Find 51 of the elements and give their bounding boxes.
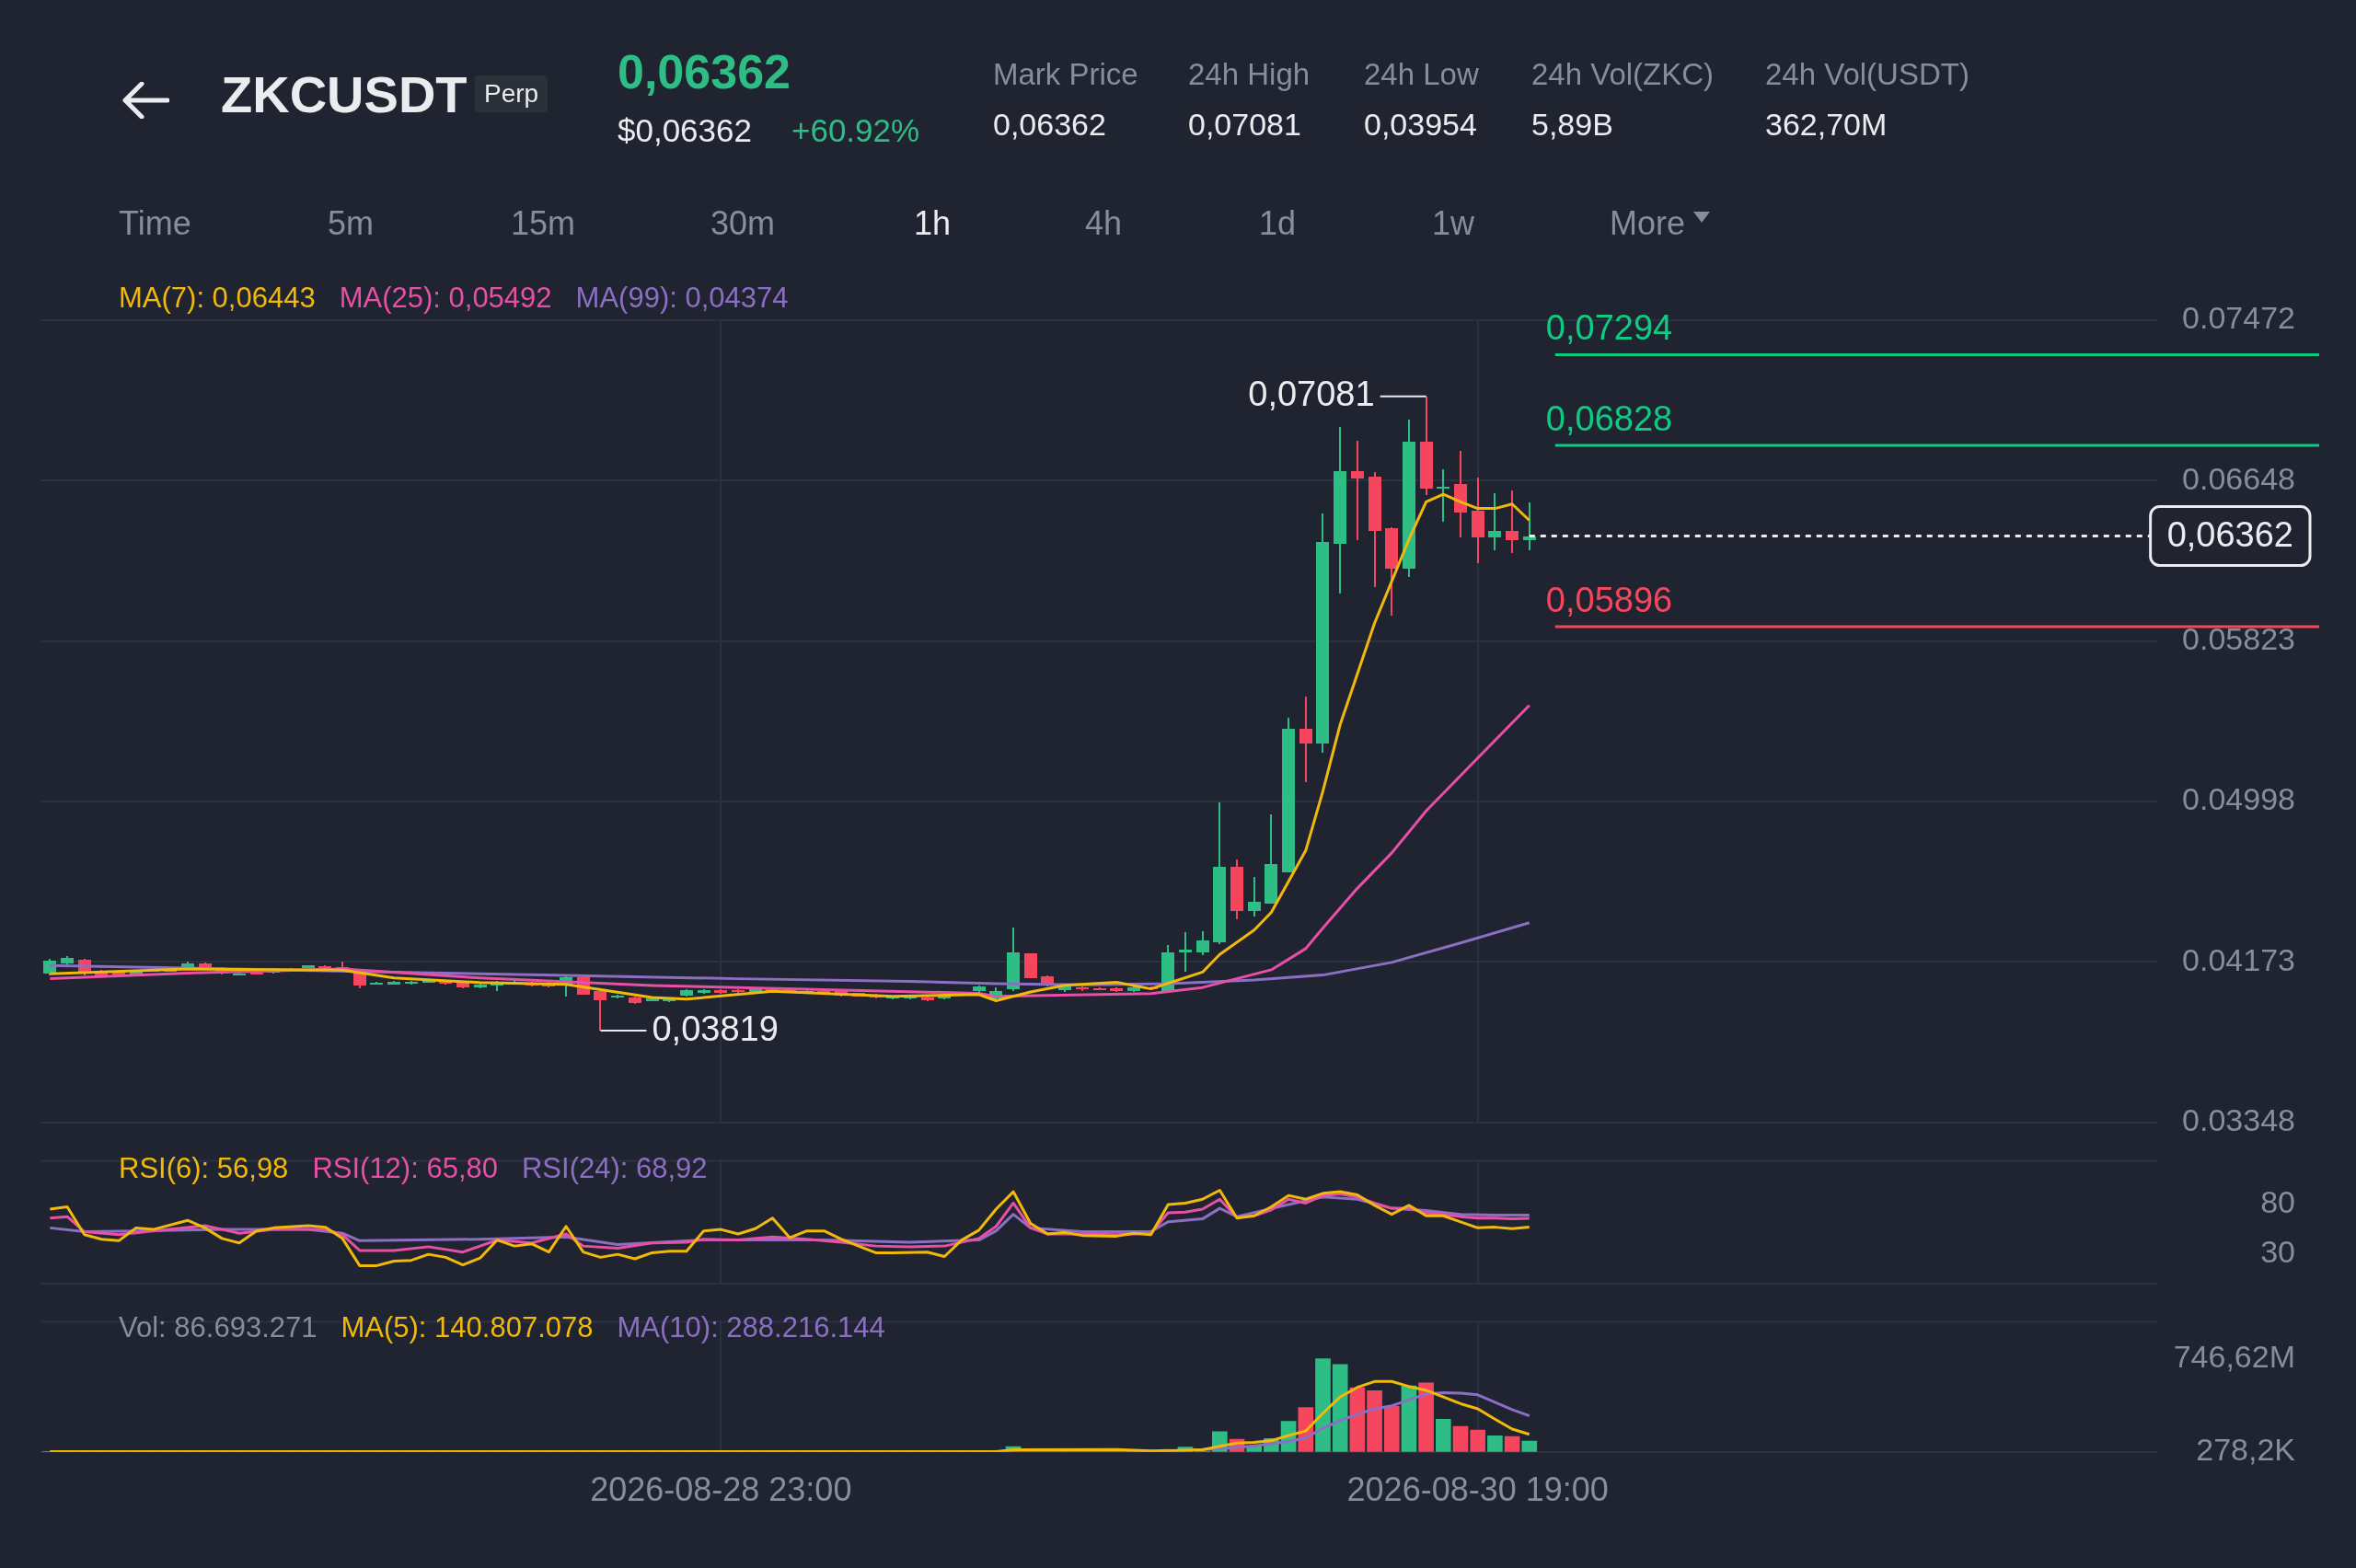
text: Mark Price: [993, 57, 1138, 92]
y-tick-label: 0.06648: [2182, 460, 2295, 496]
text: 24h Vol(USDT): [1765, 57, 1969, 92]
text: MA(5): 140.807.078: [341, 1311, 594, 1344]
series-label: RSI(24): 68,92: [521, 1152, 708, 1185]
text: $0,06362: [618, 112, 752, 149]
text: 0,07081: [1188, 107, 1301, 143]
ref-line-label: 0,06828: [1545, 398, 1673, 438]
ref-line-label: 0,07294: [1545, 308, 1673, 348]
text: 24h Low: [1364, 57, 1479, 92]
y-tick-label: 0.03348: [2182, 1101, 2295, 1137]
text: MA(7): 0,06443: [119, 282, 316, 315]
text: 0,06362: [618, 44, 791, 99]
text: 30m: [710, 204, 776, 243]
text: 0,06362: [993, 107, 1106, 143]
annotation: 0,03819: [652, 1009, 779, 1048]
text: 24h Vol(ZKC): [1531, 57, 1715, 92]
text: Time: [119, 204, 191, 243]
y-tick-label: 278,2K: [2196, 1432, 2296, 1468]
y-tick-label: 30: [2260, 1233, 2295, 1269]
text: 4h: [1085, 204, 1123, 243]
text: 15m: [511, 204, 576, 243]
text: 5m: [328, 204, 375, 243]
x-tick-label: 2026-08-28 23:00: [590, 1470, 852, 1509]
text: MA(99): 0,04374: [575, 282, 789, 315]
y-tick-label: 0.07472: [2182, 300, 2295, 336]
y-tick-label: 746,62M: [2173, 1338, 2295, 1374]
text: Perp: [475, 75, 549, 112]
ref-line-label: 0,05896: [1545, 580, 1673, 619]
text: +60.92%: [791, 112, 920, 149]
chart-title: Vol: 86.693.271: [119, 1311, 318, 1344]
y-tick-label: 80: [2260, 1184, 2295, 1220]
series-label: RSI(12): 65,80: [312, 1152, 498, 1185]
annotation: 0,07081: [1248, 375, 1375, 414]
text: 5,89B: [1531, 107, 1613, 143]
x-tick-label: 2026-08-30 19:00: [1346, 1470, 1609, 1509]
text: ZKCUSDT: [221, 64, 468, 124]
text: 1d: [1259, 204, 1297, 243]
text: MA(10): 288.216.144: [617, 1311, 885, 1344]
text: More: [1610, 204, 1686, 243]
y-tick-label: 0.04173: [2182, 941, 2295, 977]
y-tick-label: 0.04998: [2182, 781, 2295, 817]
ref-line-label: 0,06362: [2166, 515, 2294, 555]
y-tick-label: 0.05823: [2182, 620, 2295, 656]
text: MA(25): 0,05492: [339, 282, 552, 315]
text: 0,03954: [1364, 107, 1477, 143]
text: 362,70M: [1765, 107, 1888, 143]
text: 1w: [1432, 204, 1475, 243]
text: 24h High: [1188, 57, 1311, 92]
series-label: RSI(6): 56,98: [119, 1152, 289, 1185]
text: 1h: [914, 204, 952, 243]
